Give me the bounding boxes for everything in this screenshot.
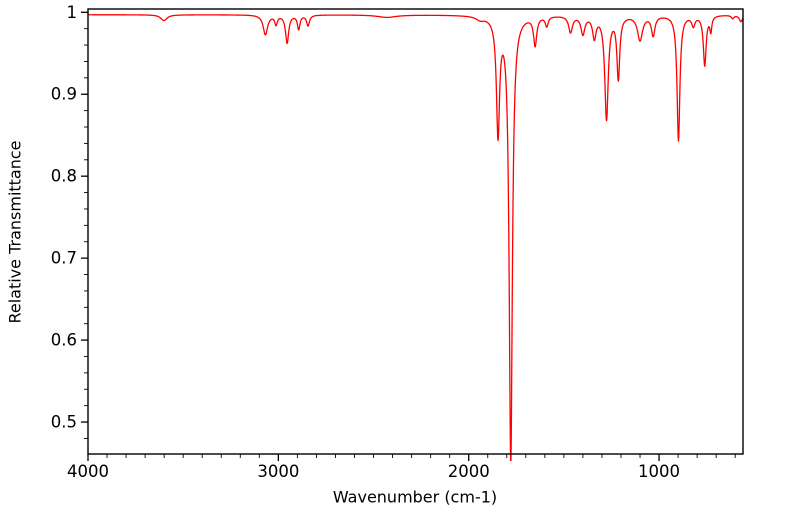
y-tick-label: 0.7 <box>51 249 77 268</box>
x-tick-label: 4000 <box>67 462 109 481</box>
y-tick-label: 0.8 <box>51 167 77 186</box>
plot-frame <box>87 8 744 455</box>
spectrum-line <box>87 14 744 461</box>
x-axis-label: Wavenumber (cm-1) <box>332 487 498 507</box>
y-tick-label: 0.6 <box>51 331 77 350</box>
y-tick-label: 0.5 <box>51 413 77 432</box>
x-tick-label: 1000 <box>638 462 680 481</box>
y-tick-label: 1 <box>67 3 78 22</box>
y-axis-label: Relative Transmittance <box>5 140 25 324</box>
x-tick-label: 3000 <box>257 462 299 481</box>
y-tick-label: 0.9 <box>51 85 77 104</box>
x-tick-label: 2000 <box>448 462 490 481</box>
